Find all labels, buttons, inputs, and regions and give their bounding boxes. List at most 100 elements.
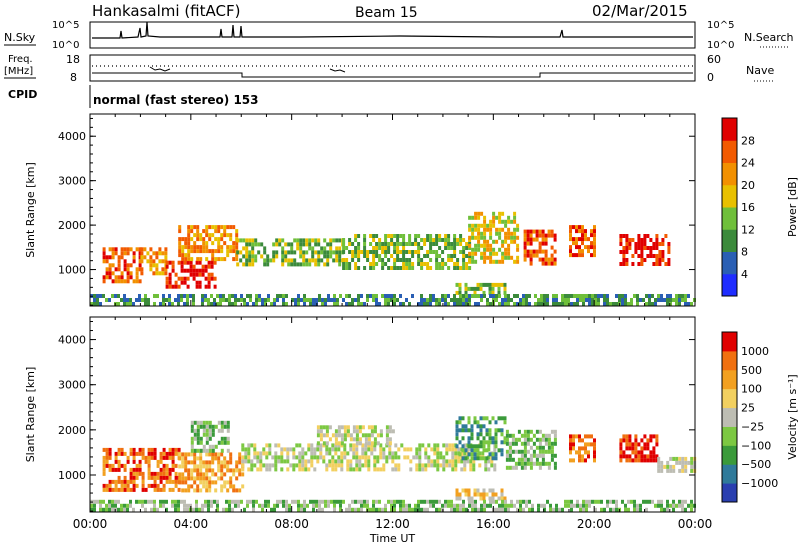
power-cell — [561, 294, 564, 298]
velocity-cell — [476, 420, 480, 425]
power-cell — [480, 294, 483, 298]
power-cell — [138, 255, 142, 260]
velocity-cell — [310, 443, 314, 448]
power-cell — [393, 250, 397, 254]
power-cell — [222, 294, 225, 298]
velocity-cell — [298, 451, 302, 456]
velocity-cell — [205, 424, 209, 429]
velocity-cell — [184, 468, 188, 473]
velocity-cell — [253, 451, 257, 456]
velocity-cell — [690, 468, 694, 473]
velocity-cell — [328, 459, 332, 464]
velocity-cell — [220, 428, 224, 433]
velocity-cell — [523, 457, 527, 462]
velocity-cell — [430, 459, 434, 464]
velocity-cell — [132, 471, 136, 476]
power-cell — [465, 298, 468, 302]
power-cell — [468, 235, 472, 240]
power-cell — [162, 302, 165, 306]
velocity-cell — [199, 488, 203, 493]
power-cell — [251, 242, 255, 247]
power-cell — [260, 254, 264, 259]
velocity-cell — [500, 488, 504, 493]
velocity-cell — [385, 455, 389, 460]
velocity-cell — [217, 428, 221, 433]
velocity-cell — [346, 451, 350, 456]
power-cell — [652, 242, 656, 246]
velocity-cell — [114, 455, 118, 460]
velocity-cell — [178, 480, 182, 485]
velocity-cell — [484, 467, 488, 472]
power-cell — [578, 237, 581, 242]
velocity-cell — [340, 467, 344, 472]
velocity-cell — [497, 428, 501, 433]
power-cell — [593, 229, 596, 234]
power-cell — [458, 282, 462, 287]
power-cell — [186, 268, 190, 273]
power-cell — [303, 298, 306, 302]
power-cell — [372, 246, 376, 250]
power-cell — [108, 247, 112, 252]
velocity-cell — [135, 451, 139, 456]
velocity-cell — [340, 425, 344, 430]
power-cell — [296, 246, 300, 251]
velocity-cell — [292, 463, 296, 468]
velocity-cell — [476, 436, 480, 441]
velocity-cell — [153, 503, 156, 508]
velocity-cell — [196, 476, 200, 481]
power-cell — [480, 235, 484, 240]
power-cell — [408, 262, 412, 266]
velocity-cell — [358, 441, 362, 446]
velocity-cell — [178, 452, 182, 457]
power-cell — [569, 253, 572, 258]
power-cell — [201, 294, 204, 298]
power-cell — [553, 233, 557, 238]
velocity-cell — [277, 455, 281, 460]
velocity-cell — [505, 453, 509, 458]
power-cell — [504, 302, 507, 306]
velocity-cell — [454, 463, 458, 468]
velocity-cell — [231, 499, 234, 504]
velocity-cell — [448, 443, 452, 448]
power-cell — [636, 298, 639, 302]
power-cell — [684, 298, 687, 302]
velocity-cell — [500, 432, 504, 437]
power-cell — [217, 237, 221, 242]
velocity-cell — [547, 461, 551, 466]
power-cell — [168, 302, 171, 306]
power-cell — [155, 255, 159, 260]
power-cell — [655, 238, 659, 242]
velocity-cell — [234, 499, 237, 504]
power-cell — [420, 298, 423, 302]
velocity-cell — [501, 507, 504, 512]
velocity-cell — [467, 496, 471, 501]
power-cell — [658, 258, 662, 262]
power-cell — [603, 298, 606, 302]
power-cell — [684, 302, 687, 306]
power-cell — [393, 234, 397, 238]
velocity-cell — [497, 448, 501, 453]
velocity-cell — [220, 476, 224, 481]
power-cell — [504, 251, 508, 256]
velocity-cell — [319, 443, 323, 448]
velocity-cell — [252, 507, 255, 512]
velocity-cell — [261, 507, 264, 512]
velocity-cell — [229, 452, 233, 457]
power-cell — [282, 298, 285, 302]
velocity-cell — [132, 455, 136, 460]
velocity-cell — [355, 441, 359, 446]
power-cell — [405, 258, 409, 262]
velocity-cell — [343, 455, 347, 460]
velocity-cell — [578, 434, 581, 439]
power-cell — [468, 223, 472, 228]
velocity-cell — [226, 488, 230, 493]
power-cell — [324, 298, 327, 302]
velocity-cell — [202, 444, 206, 449]
power-cell — [147, 298, 150, 302]
power-cell — [297, 302, 300, 306]
velocity-cell — [364, 447, 368, 452]
power-cell — [190, 237, 194, 242]
velocity-cell — [156, 471, 160, 476]
power-cell — [643, 258, 647, 262]
power-cell — [637, 262, 641, 266]
